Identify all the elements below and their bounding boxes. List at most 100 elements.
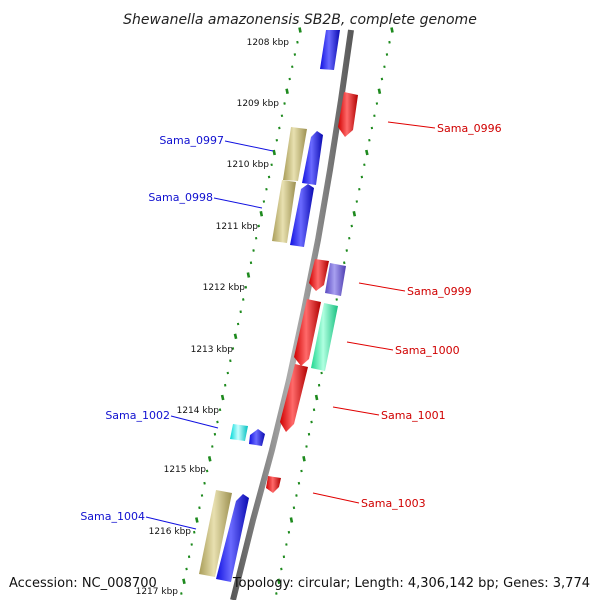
major-tick bbox=[390, 27, 394, 33]
gene-sama-0996[interactable] bbox=[338, 92, 358, 137]
gene-label-sama-0996[interactable]: Sama_0996 bbox=[437, 122, 502, 135]
gene-label-sama-1003[interactable]: Sama_1003 bbox=[361, 497, 426, 510]
gene-sama-0997-olive[interactable] bbox=[283, 127, 307, 181]
major-tick bbox=[277, 578, 281, 585]
kbp-label: 1213 kbp bbox=[191, 345, 234, 355]
gene-features bbox=[199, 30, 358, 582]
gene-blue-top[interactable] bbox=[320, 30, 340, 70]
minor-tick bbox=[350, 224, 353, 228]
major-tick bbox=[259, 211, 264, 217]
major-tick bbox=[220, 394, 225, 401]
kbp-label: 1217 kbp bbox=[136, 587, 179, 597]
gene-sama-1000[interactable] bbox=[311, 303, 338, 371]
gene-sama-0998-olive[interactable] bbox=[272, 180, 296, 243]
major-tick bbox=[365, 149, 369, 156]
minor-tick bbox=[363, 163, 366, 167]
kbp-label: 1215 kbp bbox=[164, 465, 207, 475]
accession-text: Accession: NC_008700 bbox=[9, 576, 157, 591]
gene-label-sama-0999[interactable]: Sama_0999 bbox=[407, 285, 472, 298]
footer: Accession: NC_008700 Topology: circular;… bbox=[9, 576, 590, 591]
gene-sama-1002-blue[interactable] bbox=[249, 429, 265, 446]
minor-tick bbox=[297, 481, 301, 485]
minor-tick bbox=[310, 420, 313, 424]
major-tick bbox=[246, 272, 251, 278]
kbp-label: 1209 kbp bbox=[237, 99, 280, 109]
major-tick bbox=[233, 333, 238, 340]
gene-sama-1004[interactable] bbox=[216, 494, 249, 582]
minor-tick bbox=[383, 65, 386, 69]
minor-tick bbox=[348, 236, 351, 240]
gene-label-sama-0997[interactable]: Sama_0997 bbox=[159, 134, 224, 147]
kbp-label: 1211 kbp bbox=[216, 222, 259, 232]
right-gene-labels: Sama_0996 Sama_0999 Sama_1000 Sama_1001 … bbox=[312, 121, 502, 510]
major-tick bbox=[207, 456, 212, 462]
minor-tick bbox=[291, 65, 294, 69]
minor-tick bbox=[360, 175, 364, 179]
minor-tick bbox=[292, 506, 296, 510]
major-tick bbox=[302, 456, 306, 462]
gene-label-sama-1002[interactable]: Sama_1002 bbox=[105, 409, 170, 422]
major-tick bbox=[285, 88, 289, 95]
minor-tick bbox=[295, 494, 298, 497]
gene-sama-1001[interactable] bbox=[280, 364, 308, 432]
minor-tick bbox=[270, 163, 273, 167]
minor-tick bbox=[218, 408, 222, 412]
minor-tick bbox=[275, 592, 278, 595]
minor-tick bbox=[267, 175, 271, 179]
minor-tick bbox=[203, 481, 206, 485]
minor-tick bbox=[280, 567, 283, 571]
kbp-label: 1214 kbp bbox=[177, 406, 220, 416]
minor-tick bbox=[296, 40, 299, 44]
minor-tick bbox=[229, 359, 232, 363]
minor-tick bbox=[216, 420, 219, 424]
minor-tick bbox=[312, 408, 316, 412]
minor-tick bbox=[380, 77, 384, 81]
gene-label-sama-1004[interactable]: Sama_1004 bbox=[80, 510, 145, 523]
minor-tick bbox=[278, 126, 281, 130]
major-tick bbox=[289, 517, 294, 523]
gene-label-sama-0998[interactable]: Sama_0998 bbox=[148, 191, 213, 204]
gene-label-sama-1000[interactable]: Sama_1000 bbox=[395, 344, 460, 357]
major-tick bbox=[377, 88, 382, 95]
minor-tick bbox=[283, 102, 286, 105]
left-gene-labels: Sama_0997 Sama_0998 Sama_1002 Sama_1004 bbox=[80, 134, 274, 530]
gene-sama-1004-olive[interactable] bbox=[199, 490, 232, 577]
gene-sama-0999[interactable] bbox=[325, 263, 346, 296]
summary-text: Topology: circular; Length: 4,306,142 bp… bbox=[232, 576, 590, 591]
genome-backbone bbox=[230, 29, 354, 600]
minor-tick bbox=[244, 285, 248, 289]
minor-tick bbox=[343, 261, 346, 265]
minor-tick bbox=[280, 114, 284, 118]
gene-sama-0997[interactable] bbox=[302, 131, 323, 185]
minor-tick bbox=[205, 469, 209, 473]
kbp-label: 1210 kbp bbox=[227, 160, 270, 170]
minor-tick bbox=[231, 347, 235, 350]
minor-tick bbox=[242, 298, 245, 301]
minor-tick bbox=[265, 187, 268, 191]
gene-sama-1000-red[interactable] bbox=[294, 299, 321, 366]
inner-tick-track bbox=[180, 27, 302, 595]
minor-tick bbox=[293, 53, 297, 56]
major-tick bbox=[195, 517, 199, 523]
minor-tick bbox=[193, 530, 196, 534]
gene-sama-0999-red[interactable] bbox=[309, 259, 329, 291]
major-tick bbox=[352, 211, 357, 217]
minor-tick bbox=[368, 138, 371, 142]
major-tick bbox=[182, 578, 186, 585]
major-tick bbox=[314, 394, 319, 401]
gene-sama-0998[interactable] bbox=[290, 184, 314, 247]
minor-tick bbox=[385, 53, 389, 56]
minor-tick bbox=[180, 592, 183, 595]
gene-sama-1002[interactable] bbox=[230, 424, 248, 441]
gene-sama-1003[interactable] bbox=[266, 476, 281, 493]
map-title: Shewanella amazonensis SB2B, complete ge… bbox=[123, 12, 477, 28]
kbp-labels: 1208 kbp 1209 kbp 1210 kbp 1211 kbp 1212… bbox=[136, 38, 290, 597]
major-tick bbox=[272, 149, 276, 156]
gene-label-sama-1001[interactable]: Sama_1001 bbox=[381, 409, 446, 422]
kbp-label: 1216 kbp bbox=[149, 527, 192, 537]
minor-tick bbox=[252, 249, 255, 252]
kbp-label: 1212 kbp bbox=[203, 283, 246, 293]
kbp-label: 1208 kbp bbox=[247, 38, 290, 48]
minor-tick bbox=[345, 249, 348, 252]
